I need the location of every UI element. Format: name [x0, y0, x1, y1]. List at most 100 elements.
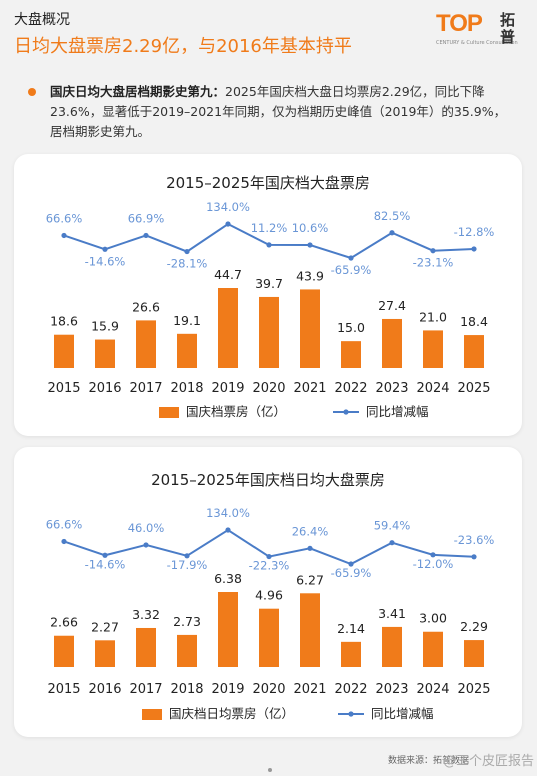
bar-value-label: 2.66	[50, 615, 78, 630]
x-tick-label: 2024	[416, 381, 449, 396]
yoy-label: 66.9%	[128, 211, 165, 225]
legend-line-marker	[343, 409, 349, 415]
data-source: 数据来源：拓普数据	[388, 756, 470, 766]
yoy-label: -14.6%	[85, 557, 126, 571]
yoy-point	[471, 246, 477, 252]
yoy-label: -28.1%	[167, 257, 208, 271]
yoy-point	[143, 542, 149, 548]
bar-value-label: 39.7	[255, 276, 283, 291]
yoy-label: -17.9%	[167, 558, 208, 572]
x-tick-label: 2017	[129, 682, 162, 697]
yoy-label: -23.1%	[413, 256, 454, 270]
x-tick-label: 2019	[211, 682, 244, 697]
legend-line-marker	[348, 711, 354, 717]
yoy-label: 26.4%	[292, 524, 329, 538]
x-tick-label: 2015	[47, 682, 80, 697]
bar-value-label: 26.6	[132, 299, 160, 314]
bar	[259, 296, 279, 368]
bar-value-label: 2.73	[173, 614, 201, 629]
bar	[136, 627, 156, 667]
chart-card-box-office: 2015–2025年国庆档大盘票房 66.6% -14.6% 66.9% -28.1% 1…	[14, 154, 522, 436]
yoy-label: -23.6%	[454, 533, 495, 547]
x-tick-label: 2024	[416, 682, 449, 697]
watermark: @三个皮匠报告	[443, 754, 535, 769]
box-office-chart: 2015–2025年国庆档大盘票房 66.6% -14.6% 66.9% -28.1% 1…	[46, 174, 495, 419]
yoy-point	[307, 545, 313, 551]
summary-text: 国庆日均大盘居档期影史第九：2025年国庆档大盘日均票房2.29亿，同比下降23…	[50, 82, 518, 142]
yoy-label: -22.3%	[249, 559, 290, 573]
bar	[54, 334, 74, 368]
yoy-point	[430, 552, 436, 558]
x-tick-label: 2021	[293, 682, 326, 697]
bar-value-label: 15.9	[91, 319, 119, 334]
yoy-label: -14.6%	[85, 254, 126, 268]
bar	[54, 635, 74, 667]
yoy-label: 66.6%	[46, 211, 83, 225]
yoy-label: -12.8%	[454, 225, 495, 239]
yoy-point	[389, 540, 395, 546]
yoy-point	[143, 232, 149, 239]
bar	[218, 592, 238, 667]
chart-card-daily-box-office: 2015–2025年国庆档日均大盘票房 66.6% -14.6% 46.0% -17.9…	[14, 447, 522, 737]
bar-value-label: 3.00	[419, 611, 447, 626]
bullet-dot-icon	[28, 88, 36, 96]
yoy-point	[184, 248, 190, 255]
logo-subtitle: CENTURY & Culture Consultation	[436, 40, 518, 46]
yoy-label: -12.0%	[413, 557, 454, 571]
yoy-label: 10.6%	[292, 221, 329, 235]
bar	[464, 335, 484, 368]
yoy-point	[348, 255, 354, 261]
yoy-label: -65.9%	[331, 566, 372, 580]
x-tick-label: 2025	[457, 682, 490, 697]
yoy-point	[102, 552, 108, 558]
x-tick-label: 2018	[170, 381, 203, 396]
bar-value-label: 18.6	[50, 314, 78, 329]
bar	[423, 330, 443, 368]
legend-bar-swatch	[159, 407, 179, 418]
bar-value-label: 19.1	[173, 313, 201, 328]
top-logo: TOP CENTURY & Culture Consultation 拓普	[436, 10, 528, 58]
bar-value-label: 4.96	[255, 588, 283, 603]
chart-title: 2015–2025年国庆档大盘票房	[166, 174, 370, 192]
yoy-point	[471, 554, 477, 560]
x-tick-label: 2016	[88, 381, 121, 396]
yoy-point	[266, 242, 272, 248]
section-label: 大盘概况	[14, 12, 70, 28]
bar	[95, 339, 115, 368]
bar-value-label: 43.9	[296, 268, 324, 283]
legend-bar-swatch	[142, 709, 162, 720]
summary-body: 2025年国庆档大盘日均票房2.29亿，同比下降23.6%，显著低于2019–2…	[50, 84, 507, 139]
x-tick-label: 2020	[252, 682, 285, 697]
bar	[341, 641, 361, 667]
daily-box-office-chart: 2015–2025年国庆档日均大盘票房 66.6% -14.6% 46.0% -17.9…	[46, 471, 495, 721]
yoy-label: 134.0%	[206, 506, 250, 520]
page-indicator-dot	[268, 768, 272, 772]
bar-value-label: 44.7	[214, 267, 242, 282]
bar	[300, 593, 320, 667]
yoy-point	[61, 232, 67, 239]
x-tick-label: 2022	[334, 381, 367, 396]
x-tick-label: 2023	[375, 381, 408, 396]
bar-value-label: 15.0	[337, 320, 365, 335]
chart-title: 2015–2025年国庆档日均大盘票房	[151, 471, 385, 489]
yoy-point	[61, 538, 67, 545]
yoy-label: 46.0%	[128, 521, 165, 535]
bar	[177, 333, 197, 368]
logo-wordmark: TOP	[436, 10, 483, 37]
yoy-label: 82.5%	[374, 209, 411, 223]
yoy-point	[389, 230, 395, 236]
yoy-point	[430, 248, 436, 254]
bar	[464, 640, 484, 667]
legend-line-label: 同比增减幅	[371, 706, 434, 721]
yoy-point	[307, 242, 313, 248]
bar	[95, 640, 115, 667]
bar	[300, 289, 320, 368]
yoy-point	[102, 246, 108, 252]
bar	[136, 320, 156, 368]
bar-value-label: 2.14	[337, 621, 365, 636]
x-tick-label: 2022	[334, 682, 367, 697]
bar-value-label: 2.27	[91, 619, 119, 634]
bar-value-label: 6.38	[214, 571, 242, 586]
bar	[382, 626, 402, 667]
bar	[177, 634, 197, 667]
